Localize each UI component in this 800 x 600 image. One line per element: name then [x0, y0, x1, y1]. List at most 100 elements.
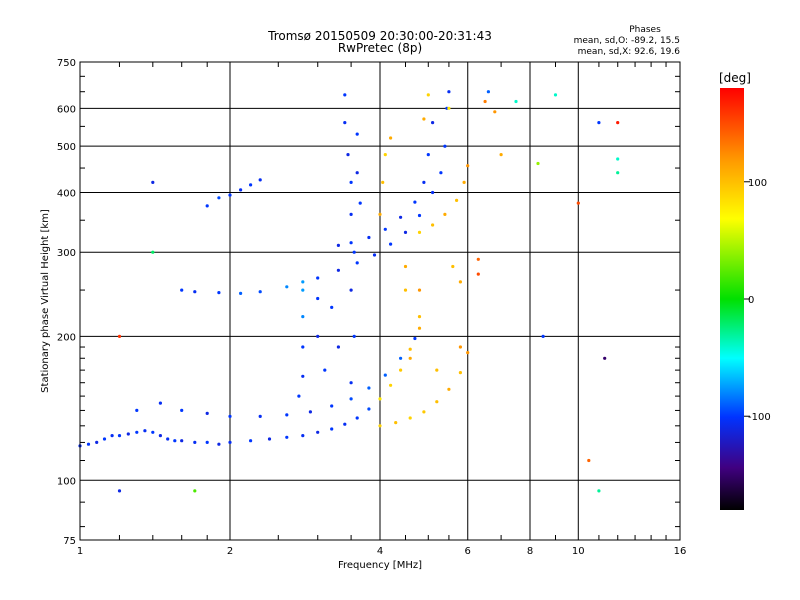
- data-point: [458, 280, 462, 284]
- chart-title: Tromsø 20150509 20:30:00-20:31:43: [267, 29, 492, 43]
- data-point: [417, 326, 422, 330]
- colorbar-tick-label: 100: [748, 178, 767, 189]
- data-point: [541, 334, 545, 338]
- data-point: [285, 285, 289, 289]
- data-point: [381, 180, 385, 184]
- data-point: [426, 93, 430, 97]
- data-point: [301, 315, 305, 319]
- colorbar-ticks: 100 0 -100: [744, 178, 771, 423]
- data-point: [180, 288, 184, 292]
- data-point: [352, 250, 356, 254]
- data-point: [394, 421, 398, 425]
- data-point: [493, 110, 497, 114]
- data-point: [330, 404, 334, 408]
- data-point: [285, 435, 289, 439]
- colorbar-tick-label: 0: [748, 295, 754, 306]
- data-point: [343, 422, 347, 426]
- data-point: [367, 386, 371, 390]
- y-tick-label: 500: [57, 142, 76, 153]
- data-point: [417, 230, 422, 234]
- data-point: [217, 196, 221, 200]
- stats-x-line: mean, sd,X: 92.6, 19.6: [578, 47, 681, 57]
- data-point: [228, 193, 232, 197]
- data-point: [403, 230, 408, 234]
- data-point: [431, 121, 435, 125]
- data-point: [349, 212, 353, 216]
- data-point: [316, 276, 320, 280]
- data-point: [316, 296, 320, 301]
- data-point: [205, 411, 209, 415]
- data-point: [458, 371, 462, 375]
- data-point: [228, 440, 232, 444]
- data-point: [205, 440, 209, 444]
- data-point: [413, 336, 417, 341]
- data-point: [466, 164, 470, 168]
- data-point: [597, 489, 601, 493]
- data-point: [383, 227, 387, 231]
- y-tick-label: 75: [63, 536, 76, 547]
- data-point: [343, 121, 347, 125]
- data-point: [301, 374, 305, 378]
- data-point: [330, 427, 334, 431]
- x-tick-label: 10: [572, 546, 585, 557]
- data-point: [483, 99, 487, 104]
- data-point: [417, 315, 422, 319]
- data-point: [358, 201, 362, 205]
- data-point: [143, 429, 147, 433]
- data-point: [355, 171, 359, 175]
- data-point: [499, 153, 503, 157]
- data-point: [367, 235, 371, 240]
- plot-frame: [79, 61, 681, 541]
- data-point: [514, 99, 518, 104]
- y-tick-label: 750: [57, 58, 76, 69]
- data-point: [117, 489, 122, 493]
- data-point: [616, 157, 620, 161]
- data-point: [180, 439, 184, 443]
- data-point: [267, 437, 272, 441]
- data-point: [352, 334, 356, 338]
- data-point: [349, 241, 353, 245]
- y-tick-label: 300: [57, 248, 76, 259]
- x-tick-label: 4: [377, 546, 383, 557]
- y-tick-label: 100: [57, 476, 76, 487]
- data-point: [158, 401, 162, 405]
- data-point: [383, 153, 387, 157]
- data-point: [476, 257, 480, 261]
- x-tick-label: 16: [674, 546, 687, 557]
- data-point: [258, 290, 262, 294]
- data-point: [249, 439, 253, 443]
- stats-heading: Phases: [629, 25, 661, 35]
- data-point: [349, 180, 353, 184]
- data-point: [422, 180, 426, 184]
- data-point: [135, 430, 139, 434]
- data-point: [587, 458, 591, 463]
- data-point: [422, 410, 426, 414]
- x-tick-label: 1: [77, 546, 83, 557]
- data-point: [346, 153, 350, 157]
- data-point: [439, 171, 443, 175]
- data-point: [417, 288, 422, 292]
- data-point: [389, 136, 393, 140]
- data-point: [413, 200, 417, 204]
- data-point: [193, 290, 197, 294]
- stats-o-line: mean, sd,O: -89.2, 15.5: [574, 36, 680, 46]
- axis-ticks: 1 2 4 6 8 10 16 75 100 200 300 400 500 600 750: [57, 58, 686, 557]
- colorbar-label: [deg]: [719, 71, 751, 85]
- data-point: [239, 188, 243, 192]
- data-point: [451, 264, 455, 269]
- data-point: [349, 288, 353, 292]
- data-point: [389, 383, 393, 387]
- data-point: [486, 90, 490, 94]
- colorbar-tick-label: -100: [748, 412, 771, 423]
- data-point: [193, 440, 197, 444]
- chart-subtitle: RwPretec (8p): [338, 41, 422, 55]
- x-tick-label: 2: [227, 546, 233, 557]
- data-point: [301, 345, 305, 349]
- data-point: [228, 414, 232, 418]
- data-point: [110, 434, 114, 438]
- x-tick-label: 6: [465, 546, 471, 557]
- data-point: [135, 408, 139, 412]
- data-point: [417, 213, 422, 218]
- data-point: [466, 351, 470, 355]
- x-axis-label: Frequency [MHz]: [338, 560, 422, 571]
